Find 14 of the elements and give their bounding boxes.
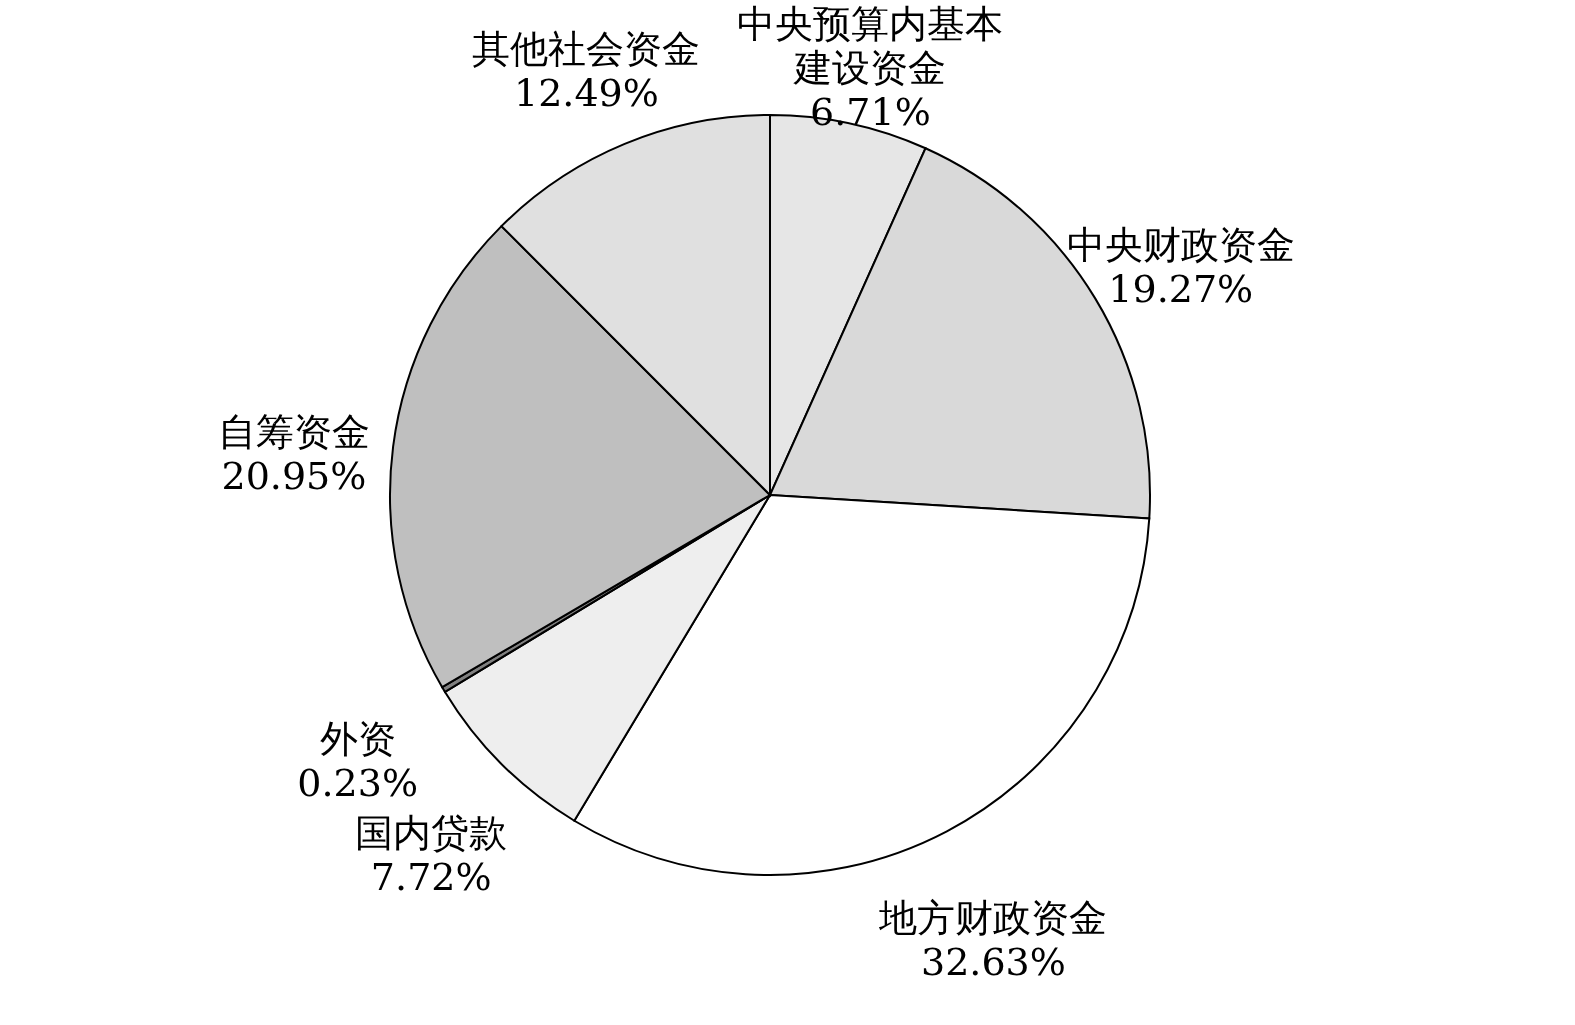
data-label: 19.27% <box>1108 266 1254 311</box>
slice-label: 地方财政资金 <box>878 895 1108 940</box>
slice-label: 中央预算内基本建设资金 <box>737 1 1004 90</box>
slice-label: 中央财政资金 <box>1066 222 1295 267</box>
slice-label: 外资 <box>319 716 396 761</box>
data-label: 7.72% <box>370 855 492 900</box>
data-label: 32.63% <box>920 939 1066 984</box>
data-label: 0.23% <box>297 760 419 805</box>
data-label: 6.71% <box>810 89 931 134</box>
slice-label: 自筹资金 <box>217 409 370 454</box>
data-label: 12.49% <box>514 71 659 116</box>
slice-label: 国内贷款 <box>355 811 508 856</box>
data-label: 20.95% <box>221 453 367 498</box>
slice-label: 其他社会资金 <box>472 27 701 72</box>
